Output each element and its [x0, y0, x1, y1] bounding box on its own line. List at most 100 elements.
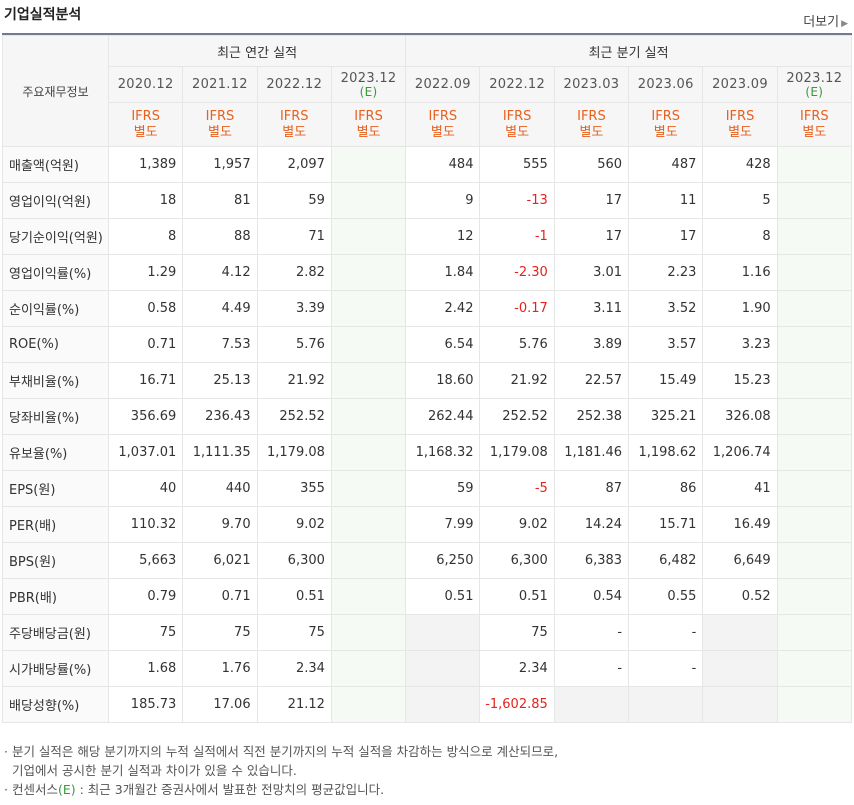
- period-label: 2023.03: [563, 77, 620, 92]
- data-cell: -2.30: [479, 254, 555, 291]
- header-period: 2022.12: [479, 66, 555, 103]
- data-cell: 8: [702, 218, 778, 255]
- data-cell: [776, 470, 853, 507]
- table-row: 배당성향(%) 185.73 17.06 21.12 -1,602.85: [2, 686, 853, 723]
- data-cell: 0.79: [107, 578, 184, 615]
- row-label: 순이익률(%): [2, 290, 109, 327]
- data-cell: 110.32: [107, 506, 184, 543]
- ifrs-label: IFRS: [725, 108, 755, 124]
- financial-table: 주요재무정보 최근 연간 실적 최근 분기 실적 2020.12 2021.12 2…: [2, 35, 853, 723]
- data-cell: 75: [182, 614, 258, 651]
- data-cell: 560: [553, 146, 630, 183]
- data-cell: -: [628, 650, 704, 687]
- table-row: 부채비율(%) 16.71 25.13 21.92 18.60 21.92 22.57 15.…: [2, 362, 853, 399]
- data-cell: [776, 290, 853, 327]
- header-period: 2023.03: [553, 66, 630, 103]
- data-cell: 3.01: [553, 254, 630, 291]
- data-cell: 2.82: [256, 254, 332, 291]
- data-cell: [702, 614, 778, 651]
- data-cell: 11: [628, 182, 704, 219]
- data-cell: 6,021: [182, 542, 258, 579]
- data-cell: 6,250: [405, 542, 481, 579]
- data-cell: [776, 686, 853, 723]
- data-cell: [776, 182, 853, 219]
- data-cell: [776, 218, 853, 255]
- data-cell: 16.71: [107, 362, 184, 399]
- data-cell: 326.08: [702, 398, 778, 435]
- data-cell: 0.51: [479, 578, 555, 615]
- section-title: 기업실적분석: [4, 7, 82, 23]
- data-cell: [330, 686, 407, 723]
- footnote-estimate-mark: (E): [57, 782, 76, 797]
- data-cell: 75: [107, 614, 184, 651]
- data-cell: [330, 398, 407, 435]
- data-cell: 1,168.32: [405, 434, 481, 471]
- data-cell: [628, 686, 704, 723]
- data-cell: 1,179.08: [479, 434, 555, 471]
- data-cell: 262.44: [405, 398, 481, 435]
- data-cell: 2,097: [256, 146, 332, 183]
- top-divider: [2, 33, 852, 35]
- row-label: ROE(%): [2, 326, 109, 363]
- data-cell: 9: [405, 182, 481, 219]
- data-cell: [776, 506, 853, 543]
- data-cell: 0.51: [256, 578, 332, 615]
- data-cell: 1.16: [702, 254, 778, 291]
- table-row: 영업이익(억원) 18 81 59 9 -13 17 11 5: [2, 182, 853, 219]
- ifrs-basis-label: 별도: [802, 124, 827, 140]
- data-cell: 17: [553, 218, 630, 255]
- period-label: 2022.12: [266, 77, 323, 92]
- data-cell: 1.84: [405, 254, 481, 291]
- data-cell: 22.57: [553, 362, 630, 399]
- data-cell: 14.24: [553, 506, 630, 543]
- footnote-consensus-prefix: · 컨센서스: [4, 782, 58, 797]
- data-cell: -: [628, 614, 704, 651]
- more-link[interactable]: 더보기 ▶: [803, 11, 848, 30]
- ifrs-label: IFRS: [502, 108, 532, 124]
- row-label: 부채비율(%): [2, 362, 109, 399]
- data-cell: 0.55: [628, 578, 704, 615]
- data-cell: 2.42: [405, 290, 481, 327]
- data-cell: [330, 542, 407, 579]
- ifrs-basis-label: 별도: [430, 124, 455, 140]
- data-cell: [330, 254, 407, 291]
- ifrs-label: IFRS: [279, 108, 309, 124]
- row-label: 배당성향(%): [2, 686, 109, 723]
- row-label: 당기순이익(억원): [2, 218, 109, 255]
- period-label: 2022.09: [414, 77, 471, 92]
- data-cell: 356.69: [107, 398, 184, 435]
- period-label: 2023.09: [712, 77, 768, 92]
- ifrs-basis-label: 별도: [728, 124, 752, 140]
- data-cell: 7.99: [405, 506, 481, 543]
- row-label: 시가배당률(%): [2, 650, 109, 687]
- period-label: 2022.12: [489, 77, 546, 92]
- data-cell: [330, 578, 407, 615]
- period-label: 2020.12: [117, 77, 174, 92]
- data-cell: 17.06: [182, 686, 258, 723]
- data-cell: 1,198.62: [628, 434, 704, 471]
- data-cell: 75: [479, 614, 555, 651]
- data-cell: [776, 434, 853, 471]
- data-cell: [702, 686, 778, 723]
- data-cell: [405, 614, 481, 651]
- data-cell: [330, 218, 407, 255]
- data-cell: 3.11: [553, 290, 630, 327]
- table-row: EPS(원) 40 440 355 59 -5 87 86 41: [2, 470, 853, 507]
- data-cell: 1,206.74: [702, 434, 778, 471]
- data-cell: 6,300: [256, 542, 332, 579]
- data-cell: 252.38: [553, 398, 630, 435]
- ifrs-label: IFRS: [428, 108, 458, 124]
- data-cell: 9.02: [256, 506, 332, 543]
- data-cell: [776, 254, 853, 291]
- data-cell: 59: [405, 470, 481, 507]
- data-cell: [702, 650, 778, 687]
- data-cell: 6,300: [479, 542, 555, 579]
- header-main-label: 주요재무정보: [2, 35, 109, 147]
- data-cell: 252.52: [256, 398, 332, 435]
- data-cell: -0.17: [479, 290, 555, 327]
- header-period: 2020.12: [107, 66, 184, 103]
- table-row: 영업이익률(%) 1.29 4.12 2.82 1.84 -2.30 3.01 2.23 1.1…: [2, 254, 853, 291]
- ifrs-label: IFRS: [800, 108, 829, 124]
- data-cell: [776, 578, 853, 615]
- data-cell: 21.92: [256, 362, 332, 399]
